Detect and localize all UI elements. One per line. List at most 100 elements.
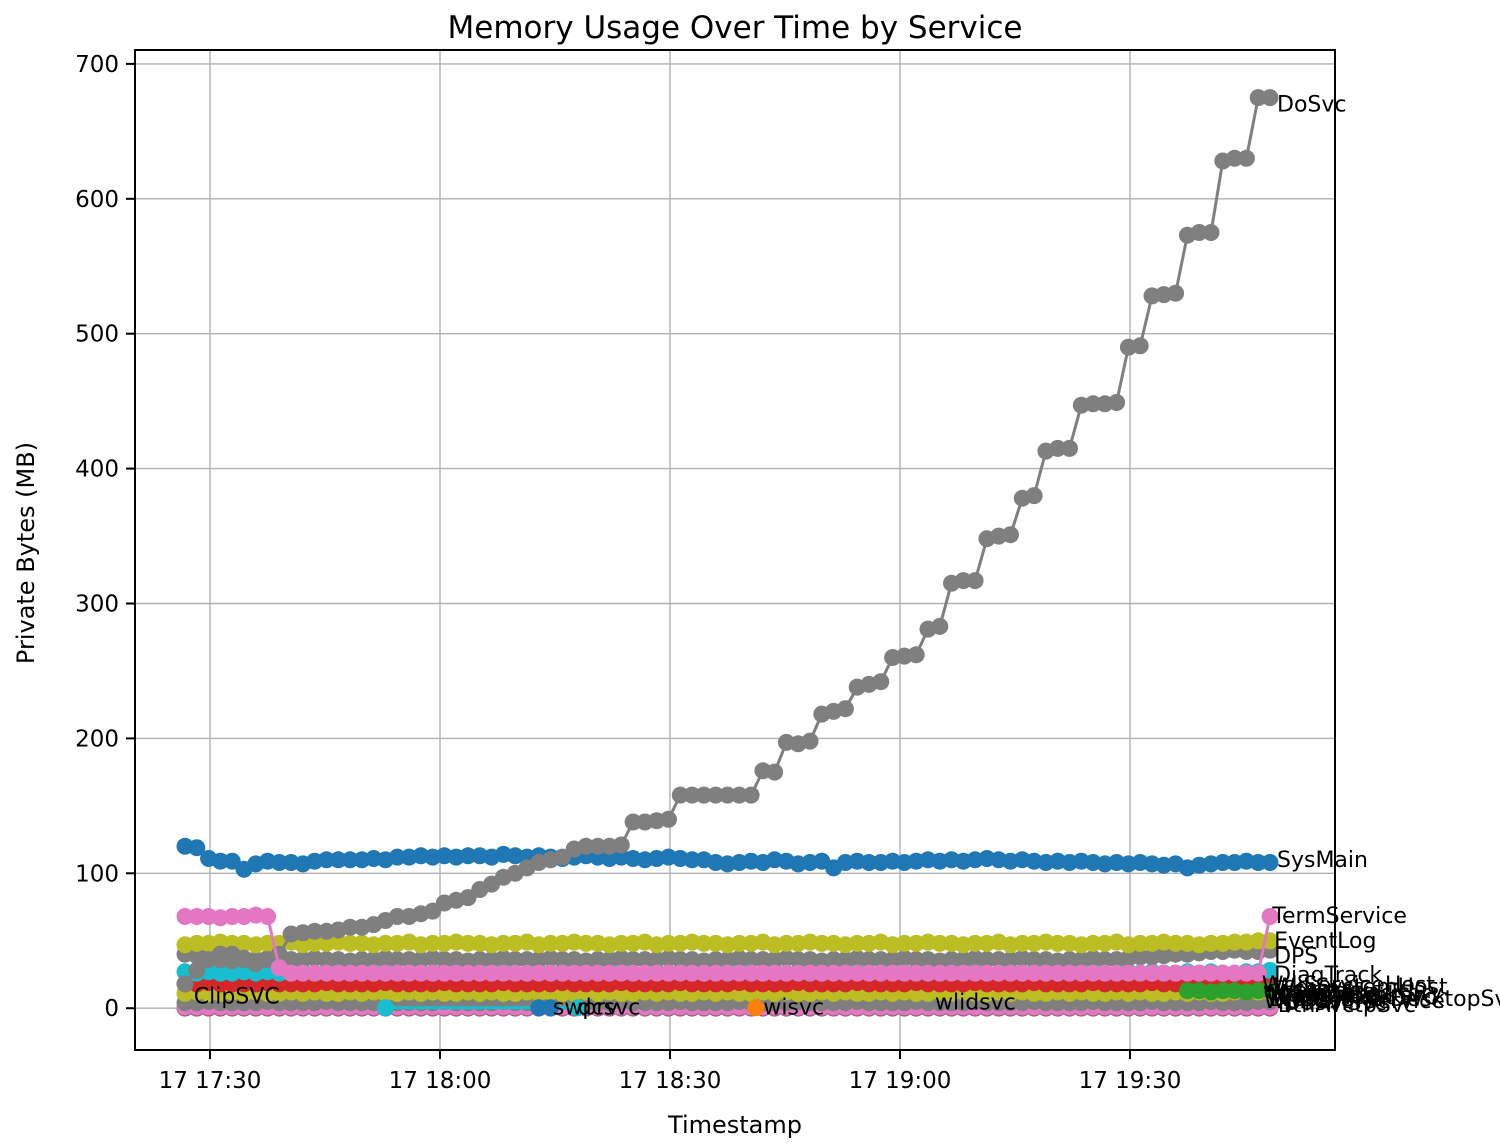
data-point [329, 964, 347, 982]
data-point [648, 964, 666, 982]
data-point [569, 999, 587, 1017]
data-point [1061, 951, 1078, 969]
data-point [589, 951, 607, 969]
data-point [388, 908, 406, 925]
line-label-DiagTrack: DiagTrack [1274, 963, 1382, 988]
data-point [459, 847, 477, 865]
data-point [789, 951, 807, 969]
data-point [1237, 149, 1255, 167]
data-point [1237, 964, 1255, 982]
data-point [1013, 964, 1031, 982]
data-point [341, 918, 359, 936]
data-point [825, 964, 843, 982]
data-point [601, 964, 618, 982]
data-point [931, 934, 949, 952]
line-label-wlidsvc: wlidsvc [935, 991, 1016, 1016]
line-label-wisvc: wisvc [763, 996, 824, 1021]
data-point [1061, 439, 1078, 457]
data-point [872, 673, 890, 691]
data-point [1131, 964, 1149, 982]
data-point [742, 951, 760, 969]
data-point [388, 964, 406, 982]
data-point [860, 964, 878, 982]
data-point [542, 934, 560, 952]
data-point [766, 964, 784, 982]
y-tick-label: 300 [75, 592, 119, 618]
y-tick-label: 0 [104, 996, 119, 1022]
data-point [1049, 439, 1067, 457]
data-point [801, 964, 819, 982]
data-point [1049, 934, 1067, 952]
x-tick-label: 17 19:00 [849, 1068, 952, 1094]
data-point [306, 934, 324, 952]
data-point [848, 964, 866, 982]
data-point [730, 964, 748, 982]
cluster-label: wuauserv [1263, 979, 1369, 1004]
x-tick-label: 17 18:30 [619, 1068, 722, 1094]
data-point [683, 851, 701, 869]
data-point [1002, 526, 1019, 544]
data-point [707, 951, 725, 969]
line-label-ClipSVC: ClipSVC [194, 985, 280, 1010]
data-point [459, 934, 477, 952]
data-point [671, 951, 689, 969]
data-point [329, 851, 347, 869]
data-point [742, 786, 760, 804]
data-point [943, 951, 960, 969]
data-point [494, 964, 512, 982]
data-point [624, 964, 642, 982]
line-label-DPS: DPS [1274, 944, 1318, 969]
plot-frame [134, 49, 1336, 1051]
data-point [1049, 964, 1067, 982]
data-point [1167, 964, 1185, 982]
data-point [400, 951, 418, 969]
data-point [978, 964, 996, 982]
line-label-EventLog: EventLog [1274, 929, 1376, 954]
series-EventLog [176, 932, 1279, 954]
data-point [636, 951, 654, 969]
data-point [671, 786, 689, 804]
data-point [754, 964, 772, 982]
data-point [683, 964, 701, 982]
data-point [1025, 487, 1043, 505]
data-point [695, 964, 713, 982]
data-point [1013, 934, 1031, 952]
data-point [624, 951, 642, 969]
data-point [306, 922, 324, 940]
data-point [1226, 149, 1244, 167]
cluster-label: StateRepository [1268, 981, 1443, 1006]
data-point [518, 964, 536, 982]
data-point [671, 964, 689, 982]
data-point [318, 964, 335, 982]
data-point [707, 964, 725, 982]
cluster-label: WdiSystemHost [1274, 975, 1448, 1000]
data-point [747, 999, 765, 1017]
data-point [188, 961, 206, 979]
data-point [1261, 89, 1279, 107]
data-point [766, 763, 784, 781]
data-point [400, 964, 418, 982]
data-point [966, 572, 984, 590]
data-point [612, 934, 630, 952]
data-point [966, 934, 984, 952]
data-point [730, 934, 748, 952]
cluster-label: TokenBroker [1287, 983, 1423, 1008]
data-point [223, 908, 241, 925]
cluster-label: WpnUserService [1264, 989, 1445, 1014]
data-point [211, 964, 229, 982]
data-point [447, 964, 465, 982]
data-point [990, 964, 1008, 982]
series-series-green [1178, 982, 1279, 1001]
data-point [1084, 964, 1102, 982]
data-point [1214, 964, 1232, 982]
data-point [966, 964, 984, 982]
series-wisvc [747, 999, 765, 1017]
data-point [1025, 951, 1043, 969]
y-tick-label: 600 [75, 187, 119, 213]
data-point [1143, 964, 1161, 982]
data-point [353, 951, 371, 969]
x-tick-label: 17 17:30 [159, 1068, 262, 1094]
data-point [1061, 964, 1078, 982]
data-point [1084, 395, 1102, 413]
data-point [435, 951, 453, 969]
